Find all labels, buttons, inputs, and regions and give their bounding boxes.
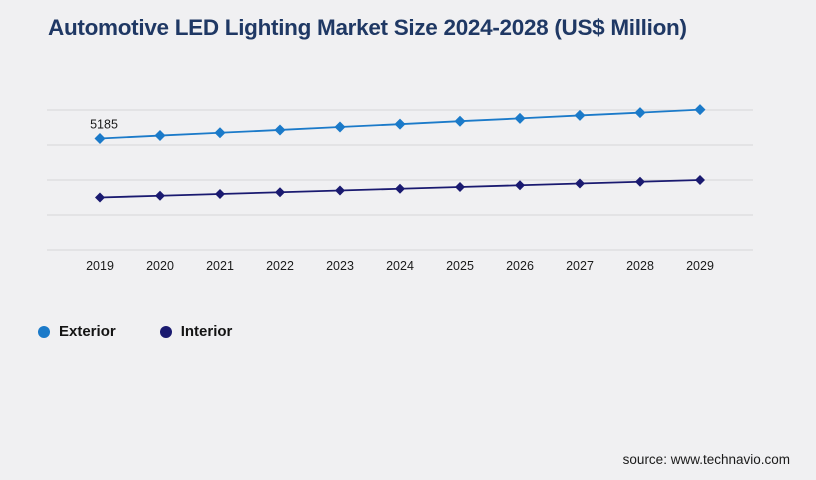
legend-item-interior: Interior	[159, 323, 233, 340]
data-point-interior	[275, 187, 285, 198]
x-tick-label: 2029	[686, 259, 714, 273]
data-point-interior	[155, 190, 165, 201]
data-point-exterior	[694, 104, 706, 116]
x-tick-label: 2019	[86, 259, 114, 273]
data-point-interior	[515, 180, 525, 191]
chart-title: Automotive LED Lighting Market Size 2024…	[48, 15, 687, 40]
source-credit: source: www.technavio.com	[622, 452, 790, 467]
legend-item-exterior: Exterior	[38, 323, 116, 340]
chart-legend: Exterior Interior	[38, 323, 232, 340]
data-point-interior	[215, 189, 225, 199]
x-tick-label: 2020	[146, 259, 174, 273]
x-tick-label: 2021	[206, 259, 234, 273]
data-point-exterior	[334, 121, 346, 133]
legend-dot-exterior	[38, 325, 50, 338]
data-point-label: 5185	[90, 118, 118, 132]
data-point-exterior	[154, 130, 166, 142]
data-point-exterior	[634, 107, 646, 119]
x-tick-label: 2023	[326, 259, 354, 273]
data-point-exterior	[394, 118, 406, 130]
data-point-exterior	[514, 112, 526, 124]
data-point-interior	[395, 183, 405, 194]
data-point-interior	[575, 178, 585, 189]
data-point-interior	[95, 192, 105, 203]
legend-label: Interior	[180, 323, 233, 340]
legend-label: Exterior	[59, 323, 116, 340]
data-point-interior	[335, 185, 345, 196]
legend-dot-interior	[159, 325, 172, 338]
data-point-exterior	[454, 115, 466, 127]
x-tick-label: 2025	[446, 259, 474, 273]
data-point-exterior	[94, 133, 106, 145]
x-tick-label: 2028	[626, 259, 654, 273]
data-point-exterior	[574, 109, 586, 121]
data-point-interior	[455, 182, 465, 192]
data-point-interior	[695, 175, 705, 185]
x-tick-label: 2022	[266, 259, 294, 273]
data-point-exterior	[274, 124, 286, 136]
data-point-exterior	[214, 127, 226, 139]
x-tick-label: 2024	[386, 259, 414, 273]
x-tick-label: 2027	[566, 259, 594, 273]
x-tick-label: 2026	[506, 259, 534, 273]
data-point-interior	[635, 176, 645, 187]
